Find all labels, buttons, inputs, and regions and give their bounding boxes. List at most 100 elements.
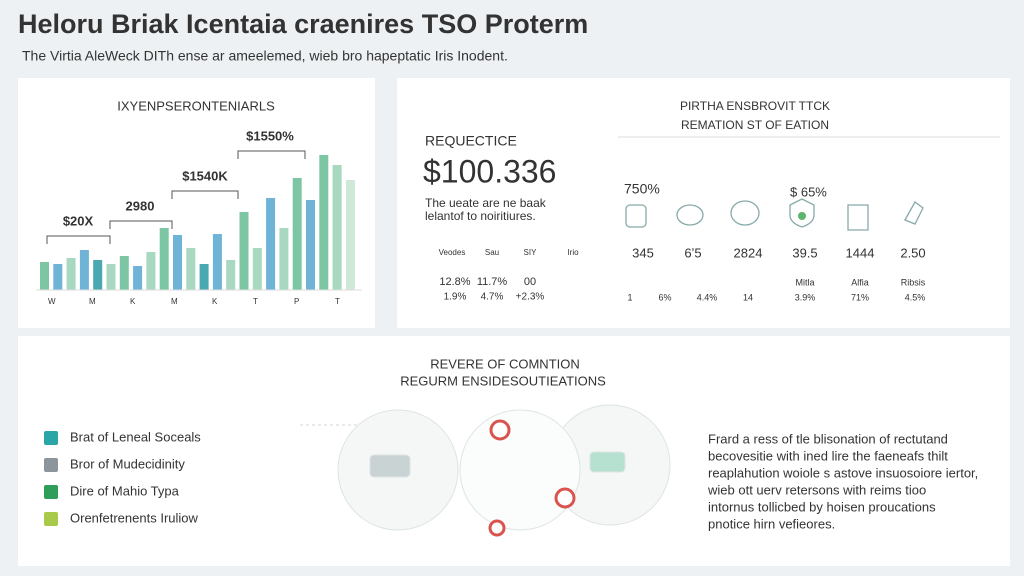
x-label: K xyxy=(212,297,218,306)
top-value: 750% xyxy=(624,181,660,197)
title: Heloru Briak Icentaia craenires TSO Prot… xyxy=(18,9,588,39)
column-header: Irio xyxy=(567,248,579,257)
bar xyxy=(306,200,315,290)
annotation: $20X xyxy=(63,213,94,228)
icon xyxy=(847,204,869,231)
icon xyxy=(625,204,647,228)
paragraph-line: reaplahution woiole s astove insuosoiore… xyxy=(708,465,978,480)
column-header: SIY xyxy=(524,248,538,257)
bar xyxy=(133,266,143,290)
x-label: T xyxy=(253,297,258,306)
icon xyxy=(798,212,806,220)
bar xyxy=(212,234,222,290)
kpi-value: $100.336 xyxy=(423,153,556,189)
legend-label: Brat of Leneal Soceals xyxy=(70,429,201,444)
legend-label: Dire of Mahio Typa xyxy=(70,483,180,498)
bar xyxy=(66,258,76,290)
panel-heading: REVERE OF COMNTION xyxy=(430,356,580,371)
metric: 6ʼ5 xyxy=(684,245,701,260)
bar xyxy=(53,264,63,290)
bar xyxy=(186,248,196,290)
legend-label: Orenfetrenents Iruliow xyxy=(70,510,199,525)
bar xyxy=(319,155,329,290)
metric: 2824 xyxy=(734,245,763,260)
paragraph-line: Frard a ress of tle blisonation of rectu… xyxy=(708,431,948,446)
legend-swatch xyxy=(44,512,58,526)
bracket xyxy=(171,190,239,199)
bar xyxy=(345,180,355,290)
x-label: T xyxy=(335,297,340,306)
bar xyxy=(292,178,302,290)
legend-label: Bror of Mudecidinity xyxy=(70,456,185,471)
legend-swatch xyxy=(44,485,58,499)
bar xyxy=(146,252,156,290)
x-label: P xyxy=(294,297,299,306)
icon xyxy=(904,201,924,225)
panel xyxy=(18,78,375,328)
panel-heading: REGURM ENSIDESOUTIEATIONS xyxy=(400,373,606,388)
annotation: $1540K xyxy=(182,168,228,183)
bar xyxy=(332,165,342,290)
column-header: Sau xyxy=(485,248,499,257)
marker xyxy=(488,519,506,537)
cell: 11.7% xyxy=(477,276,508,288)
bracket xyxy=(237,150,306,159)
metric: 1444 xyxy=(846,245,875,260)
right-label: Alfia xyxy=(851,277,869,287)
bracket xyxy=(109,220,173,229)
marker xyxy=(554,487,576,509)
right-value: 3.9% xyxy=(795,292,816,302)
paragraph-line: wieb ott uerv retersons with reims tioo xyxy=(707,482,926,497)
top-value: $ 65% xyxy=(790,184,827,199)
icon xyxy=(676,204,704,226)
bar xyxy=(159,228,169,290)
icon xyxy=(789,198,815,228)
legend-swatch xyxy=(44,431,58,445)
bar xyxy=(79,250,89,290)
circle xyxy=(459,409,581,531)
panel-title: IXYENPSERONTENIARLS xyxy=(117,98,275,113)
right-value: 14 xyxy=(743,292,753,302)
bar xyxy=(173,235,182,290)
shape xyxy=(589,451,626,473)
subtitle: The Virtia AleWeck DITh ense ar ameeleme… xyxy=(22,48,508,64)
kpi-note: lelantof to noiritiures. xyxy=(425,209,536,223)
metric: 2.50 xyxy=(900,245,925,260)
bar xyxy=(279,228,289,290)
bar xyxy=(226,260,236,290)
bar xyxy=(106,264,116,290)
right-label: Ribsis xyxy=(901,277,926,287)
right-value: 6% xyxy=(658,292,671,302)
annotation: 2980 xyxy=(126,198,155,213)
right-label: Mitla xyxy=(795,277,814,287)
cell: 12.8% xyxy=(439,276,470,288)
cell: 4.7% xyxy=(481,292,504,303)
cell: 1.9% xyxy=(444,292,467,303)
bracket xyxy=(46,235,111,244)
metric: 39.5 xyxy=(792,245,817,260)
bar xyxy=(93,260,103,290)
cell: +2.3% xyxy=(516,292,545,303)
panel-heading: PIRTHA ENSBROVIT TTCK xyxy=(680,99,830,113)
right-value: 1 xyxy=(627,292,632,302)
paragraph-line: intornus tollicbed by hoisen proucations xyxy=(708,499,936,514)
paragraph-line: pnotice hirn vefieores. xyxy=(708,516,835,531)
metric: 345 xyxy=(632,245,654,260)
paragraph-line: becovesitie with ined lire the faeneafs … xyxy=(708,448,948,463)
diagram xyxy=(300,404,671,537)
bar xyxy=(252,248,262,290)
bar xyxy=(119,256,129,290)
panel xyxy=(397,78,1010,328)
marker xyxy=(489,419,511,441)
x-label: M xyxy=(171,297,178,306)
right-value: 4.5% xyxy=(905,292,926,302)
annotation: $1550% xyxy=(246,128,294,143)
column-header: Veodes xyxy=(439,248,466,257)
icons xyxy=(625,198,924,231)
bar xyxy=(40,262,49,290)
bar xyxy=(239,212,249,290)
right-value: 4.4% xyxy=(697,292,718,302)
x-label: M xyxy=(89,297,96,306)
icon xyxy=(730,200,760,226)
